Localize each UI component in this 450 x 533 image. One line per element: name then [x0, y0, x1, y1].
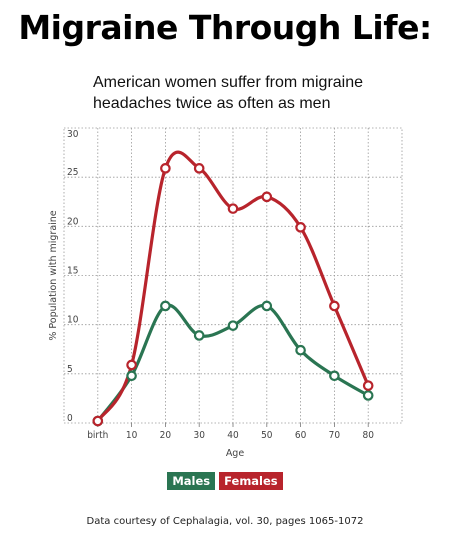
data-point-males — [329, 370, 340, 382]
footnote: Data courtesy of Cephalagia, vol. 30, pa… — [86, 516, 364, 527]
x-axis-title: Age — [226, 448, 245, 459]
data-point-females — [261, 191, 273, 203]
data-point-males — [193, 330, 205, 341]
axes: 0 5 10 15 20 25 30 birth 10 20 30 40 50 60 70 80 — [67, 129, 374, 441]
data-point-males — [160, 300, 171, 312]
data-point-males — [295, 344, 306, 356]
y-axis-title: % Population with migraine — [48, 210, 59, 340]
y-tick-label: 15 — [67, 266, 78, 277]
data-point-males — [126, 370, 137, 382]
y-tick-label: 0 — [67, 413, 73, 424]
x-tick-label: 40 — [227, 430, 239, 441]
y-tick-label: 30 — [67, 129, 79, 140]
series-layer — [92, 150, 374, 427]
y-tick-label: 25 — [67, 167, 78, 178]
data-point-males — [362, 390, 374, 401]
chart-title: Migraine Through Life: — [18, 8, 432, 47]
series-line-females — [96, 150, 370, 423]
data-point-females — [295, 222, 306, 233]
x-tick-label: 50 — [261, 430, 273, 441]
chart-subtitle: American women suffer from migraine head… — [93, 74, 364, 112]
x-tick-label: 10 — [126, 430, 138, 441]
data-point-females — [193, 163, 205, 174]
line-chart: 0 5 10 15 20 25 30 birth 10 20 30 40 50 60 70 80 % Popu… — [48, 127, 403, 459]
x-tick-label: 60 — [295, 430, 307, 441]
grid — [63, 127, 403, 424]
legend-item-males: Males — [167, 472, 216, 490]
data-point-females — [329, 300, 340, 312]
data-point-males — [261, 300, 273, 312]
x-tick-label: birth — [87, 430, 108, 441]
legend: Males Females — [0, 472, 450, 490]
data-point-females — [227, 203, 239, 214]
y-tick-label: 10 — [67, 315, 79, 326]
data-point-females — [126, 359, 137, 371]
y-tick-label: 5 — [67, 364, 73, 375]
data-point-females — [160, 163, 171, 174]
x-tick-label: 30 — [193, 430, 205, 441]
data-point-males — [227, 320, 239, 331]
x-tick-label: 20 — [160, 430, 172, 441]
legend-item-females: Females — [219, 472, 283, 490]
x-tick-label: 70 — [329, 430, 341, 441]
x-tick-label: 80 — [362, 430, 374, 441]
y-tick-label: 20 — [67, 216, 79, 227]
data-point-females — [92, 415, 104, 427]
data-point-females — [362, 380, 374, 391]
